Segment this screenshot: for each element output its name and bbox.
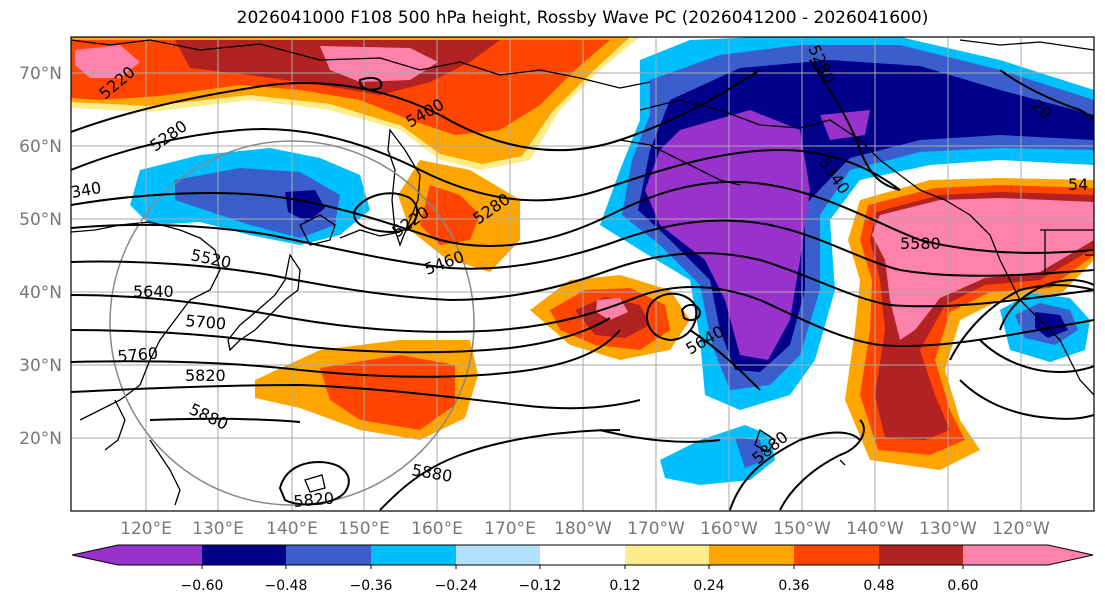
lon-label: 170°W (627, 519, 685, 539)
colorbar-tick-label: −0.60 (181, 578, 224, 594)
colorbar-tick-label: 0.12 (609, 578, 640, 594)
lon-label: 140°E (266, 519, 318, 539)
contour-label: 5820 (185, 366, 226, 385)
lon-label: 120°W (992, 519, 1050, 539)
colorbar-segment (794, 545, 879, 565)
colorbar-segment (286, 545, 371, 565)
colorbar-tick-label: −0.48 (265, 578, 308, 594)
lon-label: 130°E (192, 519, 244, 539)
lon-label: 180°W (554, 519, 612, 539)
lat-label: 50°N (19, 210, 62, 230)
contour-label: 5580 (900, 234, 941, 253)
contour-label: 5640 (133, 282, 174, 301)
colorbar-segment (625, 545, 709, 565)
lat-label: 20°N (19, 429, 62, 449)
colorbar-tick-label: 0.24 (693, 578, 724, 594)
colorbar-tick-label: 0.48 (863, 578, 894, 594)
colorbar-tick-label: 0.60 (947, 578, 978, 594)
map-title: 2026041000 F108 500 hPa height, Rossby W… (236, 8, 929, 28)
lat-label: 60°N (19, 137, 62, 157)
lon-label: 170°E (484, 519, 536, 539)
height-contours (71, 59, 1094, 511)
colorbar-segment (118, 545, 202, 565)
lat-label: 30°N (19, 356, 62, 376)
colorbar-segment (456, 545, 540, 565)
colorbar (71, 544, 1094, 569)
contour-label: 5700 (185, 311, 227, 333)
colorbar-segment (879, 545, 963, 565)
lon-label: 150°E (338, 519, 390, 539)
contour-label: 5820 (293, 489, 335, 511)
lon-label: 150°W (773, 519, 831, 539)
colorbar-segment (709, 545, 794, 565)
lon-label: 120°E (120, 519, 172, 539)
colorbar-extend-high (1048, 545, 1093, 565)
colorbar-tick-label: −0.36 (350, 578, 393, 594)
lat-label: 70°N (19, 64, 62, 84)
colorbar-segment (540, 545, 625, 565)
latitude-labels: 70°N 60°N 50°N 40°N 30°N 20°N (19, 64, 62, 449)
map-frame (70, 36, 1095, 512)
colorbar-segment (202, 545, 286, 565)
contour-label: 54 (1068, 175, 1088, 194)
lon-label: 130°W (919, 519, 977, 539)
colorbar-segment (963, 545, 1048, 565)
colorbar-tick-label: −0.12 (519, 578, 562, 594)
anomaly-shading (71, 37, 1094, 485)
colorbar-tick-label: −0.24 (435, 578, 478, 594)
lon-label: 160°W (700, 519, 758, 539)
colorbar-extend-low (72, 545, 118, 565)
colorbar-tick-labels: −0.60 −0.48 −0.36 −0.24 −0.12 0.12 0.24 … (181, 578, 979, 594)
lon-label: 140°W (846, 519, 904, 539)
gridlines (71, 37, 1094, 511)
lon-label: 160°E (411, 519, 463, 539)
colorbar-outline (71, 544, 1094, 566)
reference-circle (109, 140, 475, 506)
colorbar-tick-label: 0.36 (778, 578, 809, 594)
lat-label: 40°N (19, 283, 62, 303)
map-panel: 5220 5280 5400 340 5220 5280 5520 5460 5… (71, 37, 1094, 511)
colorbar-segment (371, 545, 456, 565)
longitude-labels: 120°E 130°E 140°E 150°E 160°E 170°E 180°… (120, 519, 1050, 539)
contour-label: 5760 (117, 344, 159, 366)
